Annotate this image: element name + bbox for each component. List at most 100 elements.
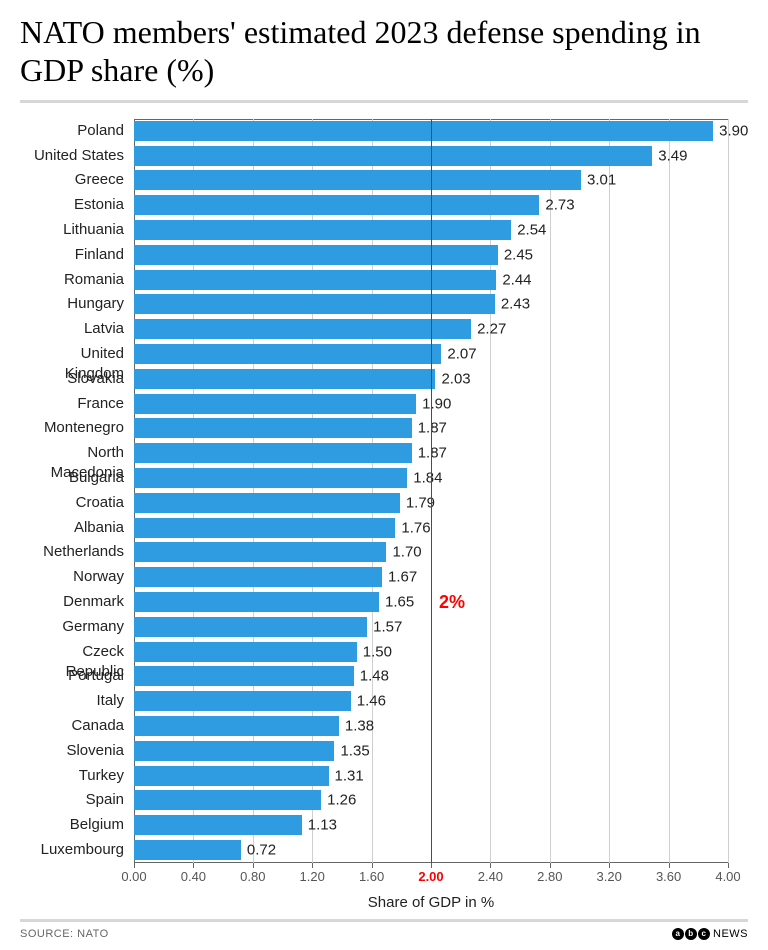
bar — [134, 840, 241, 860]
y-axis-label: Hungary — [20, 294, 130, 314]
bar — [134, 146, 652, 166]
bar — [134, 468, 407, 488]
bar — [134, 741, 334, 761]
x-axis-ticks: 0.000.400.801.201.602.002.402.803.203.60… — [134, 869, 728, 889]
bar-value-label: 2.73 — [545, 197, 574, 214]
bar — [134, 542, 386, 562]
y-axis-label: Canada — [20, 716, 130, 736]
y-axis-label: Finland — [20, 245, 130, 265]
bar — [134, 294, 495, 314]
x-tick-mark — [490, 863, 491, 868]
x-tick-label: 0.00 — [121, 869, 146, 884]
logo-letter-c: c — [698, 928, 710, 940]
plot-area: 3.903.493.012.732.542.452.442.432.272.07… — [134, 119, 728, 863]
bar — [134, 121, 713, 141]
bar-value-label: 1.84 — [413, 470, 442, 487]
bar — [134, 666, 354, 686]
x-tick-mark — [728, 863, 729, 868]
bar-value-label: 1.13 — [308, 817, 337, 834]
chart-page: NATO members' estimated 2023 defense spe… — [0, 0, 768, 950]
y-axis-label: Greece — [20, 170, 130, 190]
bar-value-label: 1.48 — [360, 668, 389, 685]
gridline — [728, 119, 729, 863]
logo-letter-b: b — [685, 928, 697, 940]
y-axis-label: Montenegro — [20, 418, 130, 438]
y-axis-label: North Macedonia — [20, 443, 130, 463]
plot-wrap: PolandUnited StatesGreeceEstoniaLithuani… — [20, 109, 748, 909]
bar — [134, 691, 351, 711]
footer: SOURCE: NATO a b c NEWS — [20, 928, 748, 940]
title-rule — [20, 100, 748, 103]
y-axis-label: Bulgaria — [20, 468, 130, 488]
bar — [134, 617, 367, 637]
bar-value-label: 2.43 — [501, 296, 530, 313]
bar-value-label: 1.31 — [335, 767, 364, 784]
chart-title: NATO members' estimated 2023 defense spe… — [20, 14, 748, 90]
bar-value-label: 1.35 — [340, 742, 369, 759]
y-axis-label: Slovakia — [20, 369, 130, 389]
bar — [134, 418, 412, 438]
bar — [134, 319, 471, 339]
x-tick-label: 1.20 — [300, 869, 325, 884]
bar — [134, 815, 302, 835]
bar — [134, 592, 379, 612]
x-tick-label: 0.40 — [181, 869, 206, 884]
y-axis-label: Poland — [20, 121, 130, 141]
bar — [134, 220, 511, 240]
y-axis-label: Norway — [20, 567, 130, 587]
threshold-line — [431, 119, 432, 863]
x-tick-mark — [609, 863, 610, 868]
bar-value-label: 2.45 — [504, 246, 533, 263]
bar-value-label: 2.03 — [441, 370, 470, 387]
y-axis-label: Luxembourg — [20, 840, 130, 860]
y-axis-label: Albania — [20, 518, 130, 538]
y-axis-label: Netherlands — [20, 542, 130, 562]
footer-rule — [20, 919, 748, 922]
bar — [134, 195, 539, 215]
y-axis-label: France — [20, 394, 130, 414]
y-axis-label: Slovenia — [20, 741, 130, 761]
x-tick-mark — [193, 863, 194, 868]
x-tick-mark — [253, 863, 254, 868]
x-axis-title: Share of GDP in % — [134, 894, 728, 911]
bar-value-label: 2.54 — [517, 222, 546, 239]
bar-value-label: 1.65 — [385, 594, 414, 611]
bar — [134, 443, 412, 463]
x-tick-mark — [372, 863, 373, 868]
bar — [134, 493, 400, 513]
x-tick-label: 3.60 — [656, 869, 681, 884]
x-tick-label: 2.40 — [478, 869, 503, 884]
x-tick-mark — [669, 863, 670, 868]
bar-value-label: 2.27 — [477, 321, 506, 338]
y-axis-label: Portugal — [20, 666, 130, 686]
x-tick-label: 4.00 — [715, 869, 740, 884]
bar — [134, 790, 321, 810]
bar — [134, 394, 416, 414]
y-axis-label: United Kingdom — [20, 344, 130, 364]
bar — [134, 518, 395, 538]
bar-value-label: 2.44 — [502, 271, 531, 288]
x-tick-mark — [312, 863, 313, 868]
source-credit: SOURCE: NATO — [20, 928, 109, 940]
bar — [134, 716, 339, 736]
y-axis-label: Estonia — [20, 195, 130, 215]
bar-value-label: 1.67 — [388, 569, 417, 586]
bar — [134, 766, 329, 786]
y-axis-label: Turkey — [20, 766, 130, 786]
logo-suffix: NEWS — [713, 928, 748, 940]
bar — [134, 567, 382, 587]
bar-value-label: 1.38 — [345, 718, 374, 735]
publisher-logo: a b c NEWS — [672, 928, 748, 940]
bar — [134, 170, 581, 190]
bar — [134, 344, 441, 364]
bar-value-label: 0.72 — [247, 842, 276, 859]
y-axis-label: Italy — [20, 691, 130, 711]
bar-value-label: 1.90 — [422, 395, 451, 412]
bar-value-label: 1.87 — [418, 445, 447, 462]
x-tick-label: 1.60 — [359, 869, 384, 884]
bar-value-label: 1.87 — [418, 420, 447, 437]
y-axis-label: United States — [20, 146, 130, 166]
x-tick-mark — [550, 863, 551, 868]
bar-value-label: 3.49 — [658, 147, 687, 164]
y-axis-label: Czeck Republic — [20, 642, 130, 662]
